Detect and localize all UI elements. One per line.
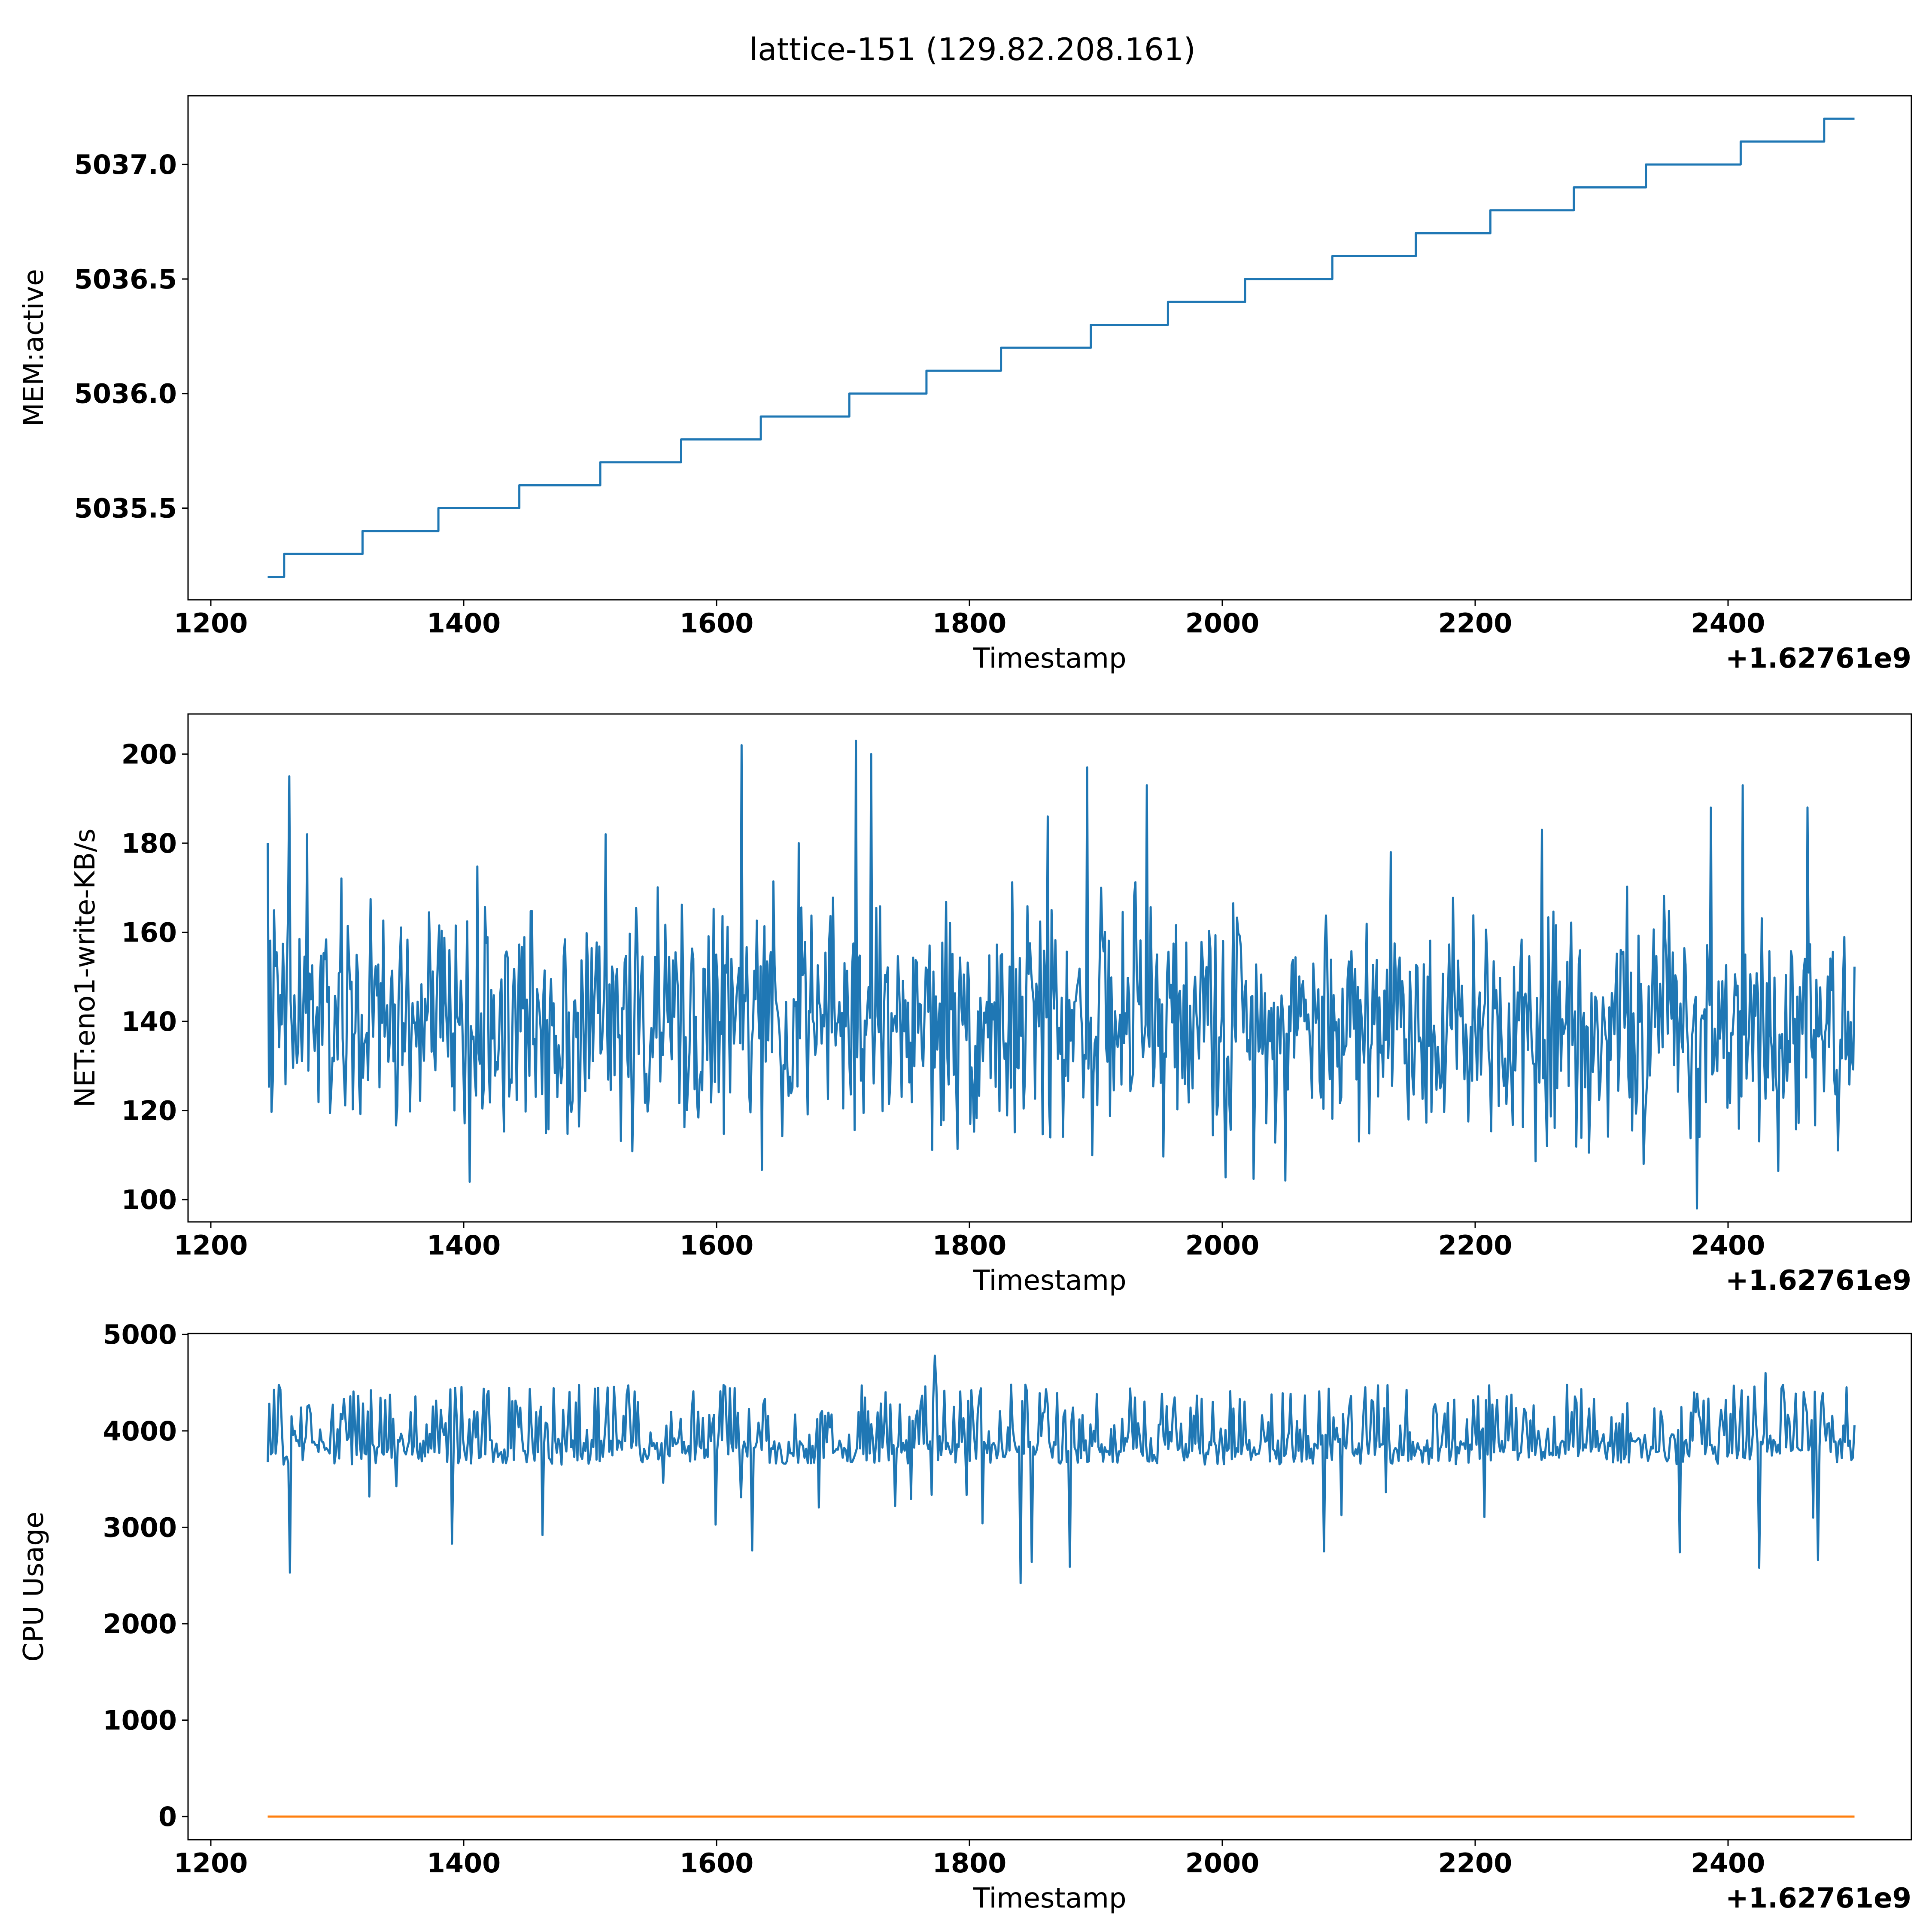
x-offset-label: +1.62761e9 — [1725, 1265, 1911, 1297]
y-tick-label: 2000 — [103, 1608, 177, 1640]
y-tick-label: 5036.5 — [74, 264, 177, 295]
x-tick-label: 1800 — [933, 1847, 1007, 1879]
y-tick-label: 4000 — [103, 1416, 177, 1447]
x-offset-label: +1.62761e9 — [1725, 1883, 1911, 1914]
x-tick-label: 1600 — [680, 1847, 754, 1879]
x-tick-label: 2400 — [1691, 1230, 1765, 1261]
y-tick-label: 120 — [122, 1095, 177, 1127]
x-offset-label: +1.62761e9 — [1725, 643, 1911, 674]
x-tick-label: 1600 — [680, 608, 754, 639]
y-tick-label: 160 — [122, 917, 177, 948]
y-tick-label: 180 — [122, 828, 177, 859]
x-tick-label: 2000 — [1185, 1230, 1260, 1261]
x-tick-label: 2000 — [1185, 608, 1260, 639]
y-tick-label: 5037.0 — [74, 149, 177, 180]
y-axis-title: NET:eno1-write-KB/s — [70, 829, 101, 1108]
x-tick-label: 1200 — [174, 608, 248, 639]
y-tick-label: 140 — [122, 1006, 177, 1037]
x-tick-label: 2400 — [1691, 1847, 1765, 1879]
y-axis-title: CPU Usage — [18, 1512, 50, 1662]
y-tick-label: 5035.5 — [74, 493, 177, 524]
x-axis-title: Timestamp — [972, 1883, 1126, 1914]
x-tick-label: 1400 — [427, 1230, 501, 1261]
series-line-2-1 — [267, 739, 1856, 1210]
plot-frame-3 — [187, 1333, 1912, 1841]
x-tick-label: 1200 — [174, 1230, 248, 1261]
x-axis-title: Timestamp — [972, 1265, 1126, 1297]
x-tick-label: 1400 — [427, 1847, 501, 1879]
series-line-3-1 — [267, 1355, 1856, 1585]
figure-title: lattice-151 (129.82.208.161) — [749, 31, 1196, 67]
x-axis-title: Timestamp — [972, 643, 1126, 674]
plot-frame-1 — [187, 95, 1912, 601]
x-tick-label: 1400 — [427, 608, 501, 639]
series-line-1-1 — [267, 117, 1855, 578]
plot-frame-2 — [187, 713, 1912, 1223]
y-tick-label: 3000 — [103, 1512, 177, 1543]
x-tick-label: 2000 — [1185, 1847, 1260, 1879]
x-tick-label: 2200 — [1438, 608, 1513, 639]
y-tick-label: 200 — [122, 738, 177, 770]
x-tick-label: 1800 — [933, 608, 1007, 639]
x-tick-label: 2400 — [1691, 608, 1765, 639]
x-tick-label: 1800 — [933, 1230, 1007, 1261]
x-tick-label: 2200 — [1438, 1230, 1513, 1261]
x-tick-label: 1200 — [174, 1847, 248, 1879]
y-axis-title: MEM:active — [18, 269, 50, 427]
y-tick-label: 5036.0 — [74, 378, 177, 410]
x-tick-label: 2200 — [1438, 1847, 1513, 1879]
y-tick-label: 100 — [122, 1184, 177, 1215]
y-tick-label: 5000 — [103, 1319, 177, 1350]
y-tick-label: 0 — [158, 1801, 177, 1832]
x-tick-label: 1600 — [680, 1230, 754, 1261]
y-tick-label: 1000 — [103, 1705, 177, 1736]
